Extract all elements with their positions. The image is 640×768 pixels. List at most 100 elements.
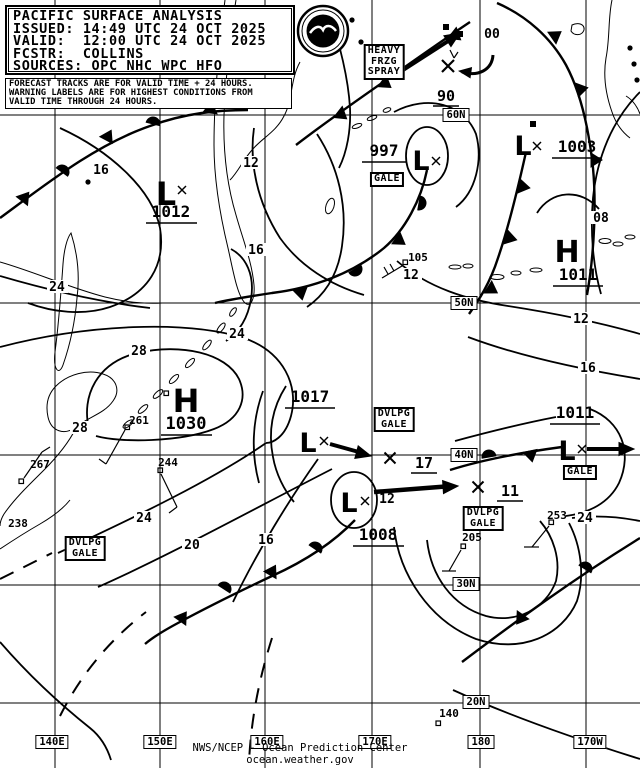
low-oval-1008 [330, 471, 378, 529]
svg-text:24: 24 [577, 511, 593, 526]
svg-text:12: 12 [403, 268, 419, 283]
low-value: 1008 [359, 525, 398, 544]
footer-caption: NWS/NCEP - Ocean Prediction Center ocean… [130, 742, 470, 766]
low-symbol: L [558, 436, 575, 467]
footer-line1: NWS/NCEP - Ocean Prediction Center [192, 742, 408, 754]
pressure-centers: L 1012 L 997 L 1003 H 1011 H 1030 1017 L… [146, 131, 603, 547]
lat-label-40n: 40N [450, 448, 478, 462]
isobars [0, 5, 640, 761]
komandorski-islands [351, 107, 392, 130]
sources-line: SOURCES: OPC NHC WPC HFO [13, 58, 223, 75]
notice-box: FORECAST TRACKS ARE FOR VALID TIME + 24 … [5, 78, 292, 109]
low-oval-997 [405, 126, 449, 186]
svg-text:16: 16 [93, 163, 109, 178]
svg-text:16: 16 [580, 361, 596, 376]
lon-label-150e: 150E [143, 735, 177, 749]
valid-line: VALID: 12:00 UTC 24 OCT 2025 [13, 33, 267, 50]
svg-text:12: 12 [379, 492, 395, 507]
svg-text:253: 253 [547, 509, 567, 522]
coast-corner-island [570, 23, 585, 36]
svg-text:16: 16 [248, 243, 264, 258]
karaginsky-island [324, 197, 336, 215]
svg-text:261: 261 [129, 414, 149, 427]
svg-text:17: 17 [415, 454, 433, 472]
stationary-front-1011 [449, 445, 563, 472]
low-value: 1011 [556, 403, 595, 422]
occluded-front-northwest [0, 100, 249, 219]
low-value: 1003 [558, 137, 597, 156]
lat-label-60n: 60N [442, 108, 470, 122]
aleutian-islands [448, 234, 636, 280]
svg-text:28: 28 [131, 344, 147, 359]
high-value: 1011 [559, 265, 598, 284]
lon-label-140e: 140E [35, 735, 69, 749]
low-symbol: L [156, 175, 176, 213]
footer-line2: ocean.weather.gov [246, 753, 354, 766]
header-box: PACIFIC SURFACE ANALYSIS ISSUED: 14:49 U… [5, 5, 295, 75]
warning-label-dvlpg-gale-central: DVLPG GALE [373, 407, 415, 432]
svg-text:205: 205 [462, 531, 482, 544]
coast-station-dots [85, 17, 640, 185]
svg-text:20: 20 [184, 538, 200, 553]
svg-text:12: 12 [573, 312, 589, 327]
coast-honshu-west [0, 499, 71, 550]
coast-okhotsk [0, 261, 163, 304]
station: 267 [18, 446, 51, 485]
cold-front-1003 [468, 151, 532, 315]
tiny-wind-mark [449, 49, 459, 59]
coast-hokkaido [46, 371, 118, 432]
svg-text:24: 24 [136, 511, 152, 526]
svg-text:08: 08 [593, 211, 609, 226]
lon-label-170w: 170W [573, 735, 607, 749]
isobar-labels: 16 24 12 16 12 12 16 08 28 28 24 24 20 1… [47, 156, 612, 553]
lat-label-20n: 20N [462, 695, 490, 709]
station-plots: 105 261 267 244 238 253 [8, 17, 640, 727]
high-value: 1030 [166, 414, 207, 434]
svg-text:244: 244 [158, 456, 178, 469]
svg-text:24: 24 [49, 280, 65, 295]
svg-text:28: 28 [72, 421, 88, 436]
svg-text:140: 140 [439, 707, 459, 720]
svg-text:11: 11 [501, 482, 519, 500]
low-symbol: L [340, 488, 357, 519]
svg-text:90: 90 [437, 87, 455, 105]
low-value: 1012 [152, 202, 191, 221]
warning-label-dvlpg-gale-japan: DVLPG GALE [64, 536, 106, 561]
svg-text:238: 238 [8, 517, 28, 530]
station: 105 [381, 251, 428, 279]
cold-front-east [496, 1, 603, 296]
chart-title: PACIFIC SURFACE ANALYSIS [13, 8, 223, 24]
lat-label-50n: 50N [450, 296, 478, 310]
station: 244 [157, 456, 178, 514]
station-marker [163, 390, 170, 397]
coast-kamchatka [213, 0, 255, 305]
noaa-logo [296, 4, 350, 58]
low-value: 1017 [291, 387, 330, 406]
station: 238 [8, 517, 28, 530]
lon-label-180: 180 [467, 735, 495, 749]
svg-text:16: 16 [258, 533, 274, 548]
station: 140 [435, 707, 459, 727]
lat-label-30n: 30N [452, 577, 480, 591]
warning-label-heavy-frzg-spray: HEAVY FRZG SPRAY [363, 44, 405, 80]
svg-text:12: 12 [243, 156, 259, 171]
trough-lines [0, 552, 273, 763]
station: 261 [98, 414, 149, 465]
forecaster-line: FCSTR: COLLINS [13, 45, 144, 62]
coast-corner-bit [625, 95, 640, 115]
svg-text:00: 00 [484, 27, 500, 42]
station: 205 [442, 531, 482, 572]
issued-line: ISSUED: 14:49 UTC 24 OCT 2025 [13, 20, 267, 37]
low-symbol: L [514, 131, 531, 162]
high-symbol: H [173, 382, 200, 420]
coast-sakhalin [54, 231, 79, 371]
low-symbol: L [299, 428, 316, 459]
stationary-front-southeast [461, 536, 640, 663]
forecast-arrows [329, 27, 635, 495]
warning-label-dvlpg-gale-east: DVLPG GALE [462, 506, 504, 531]
warning-label-gale-kuril: GALE [369, 172, 405, 187]
coast-honshu-east [0, 427, 77, 527]
